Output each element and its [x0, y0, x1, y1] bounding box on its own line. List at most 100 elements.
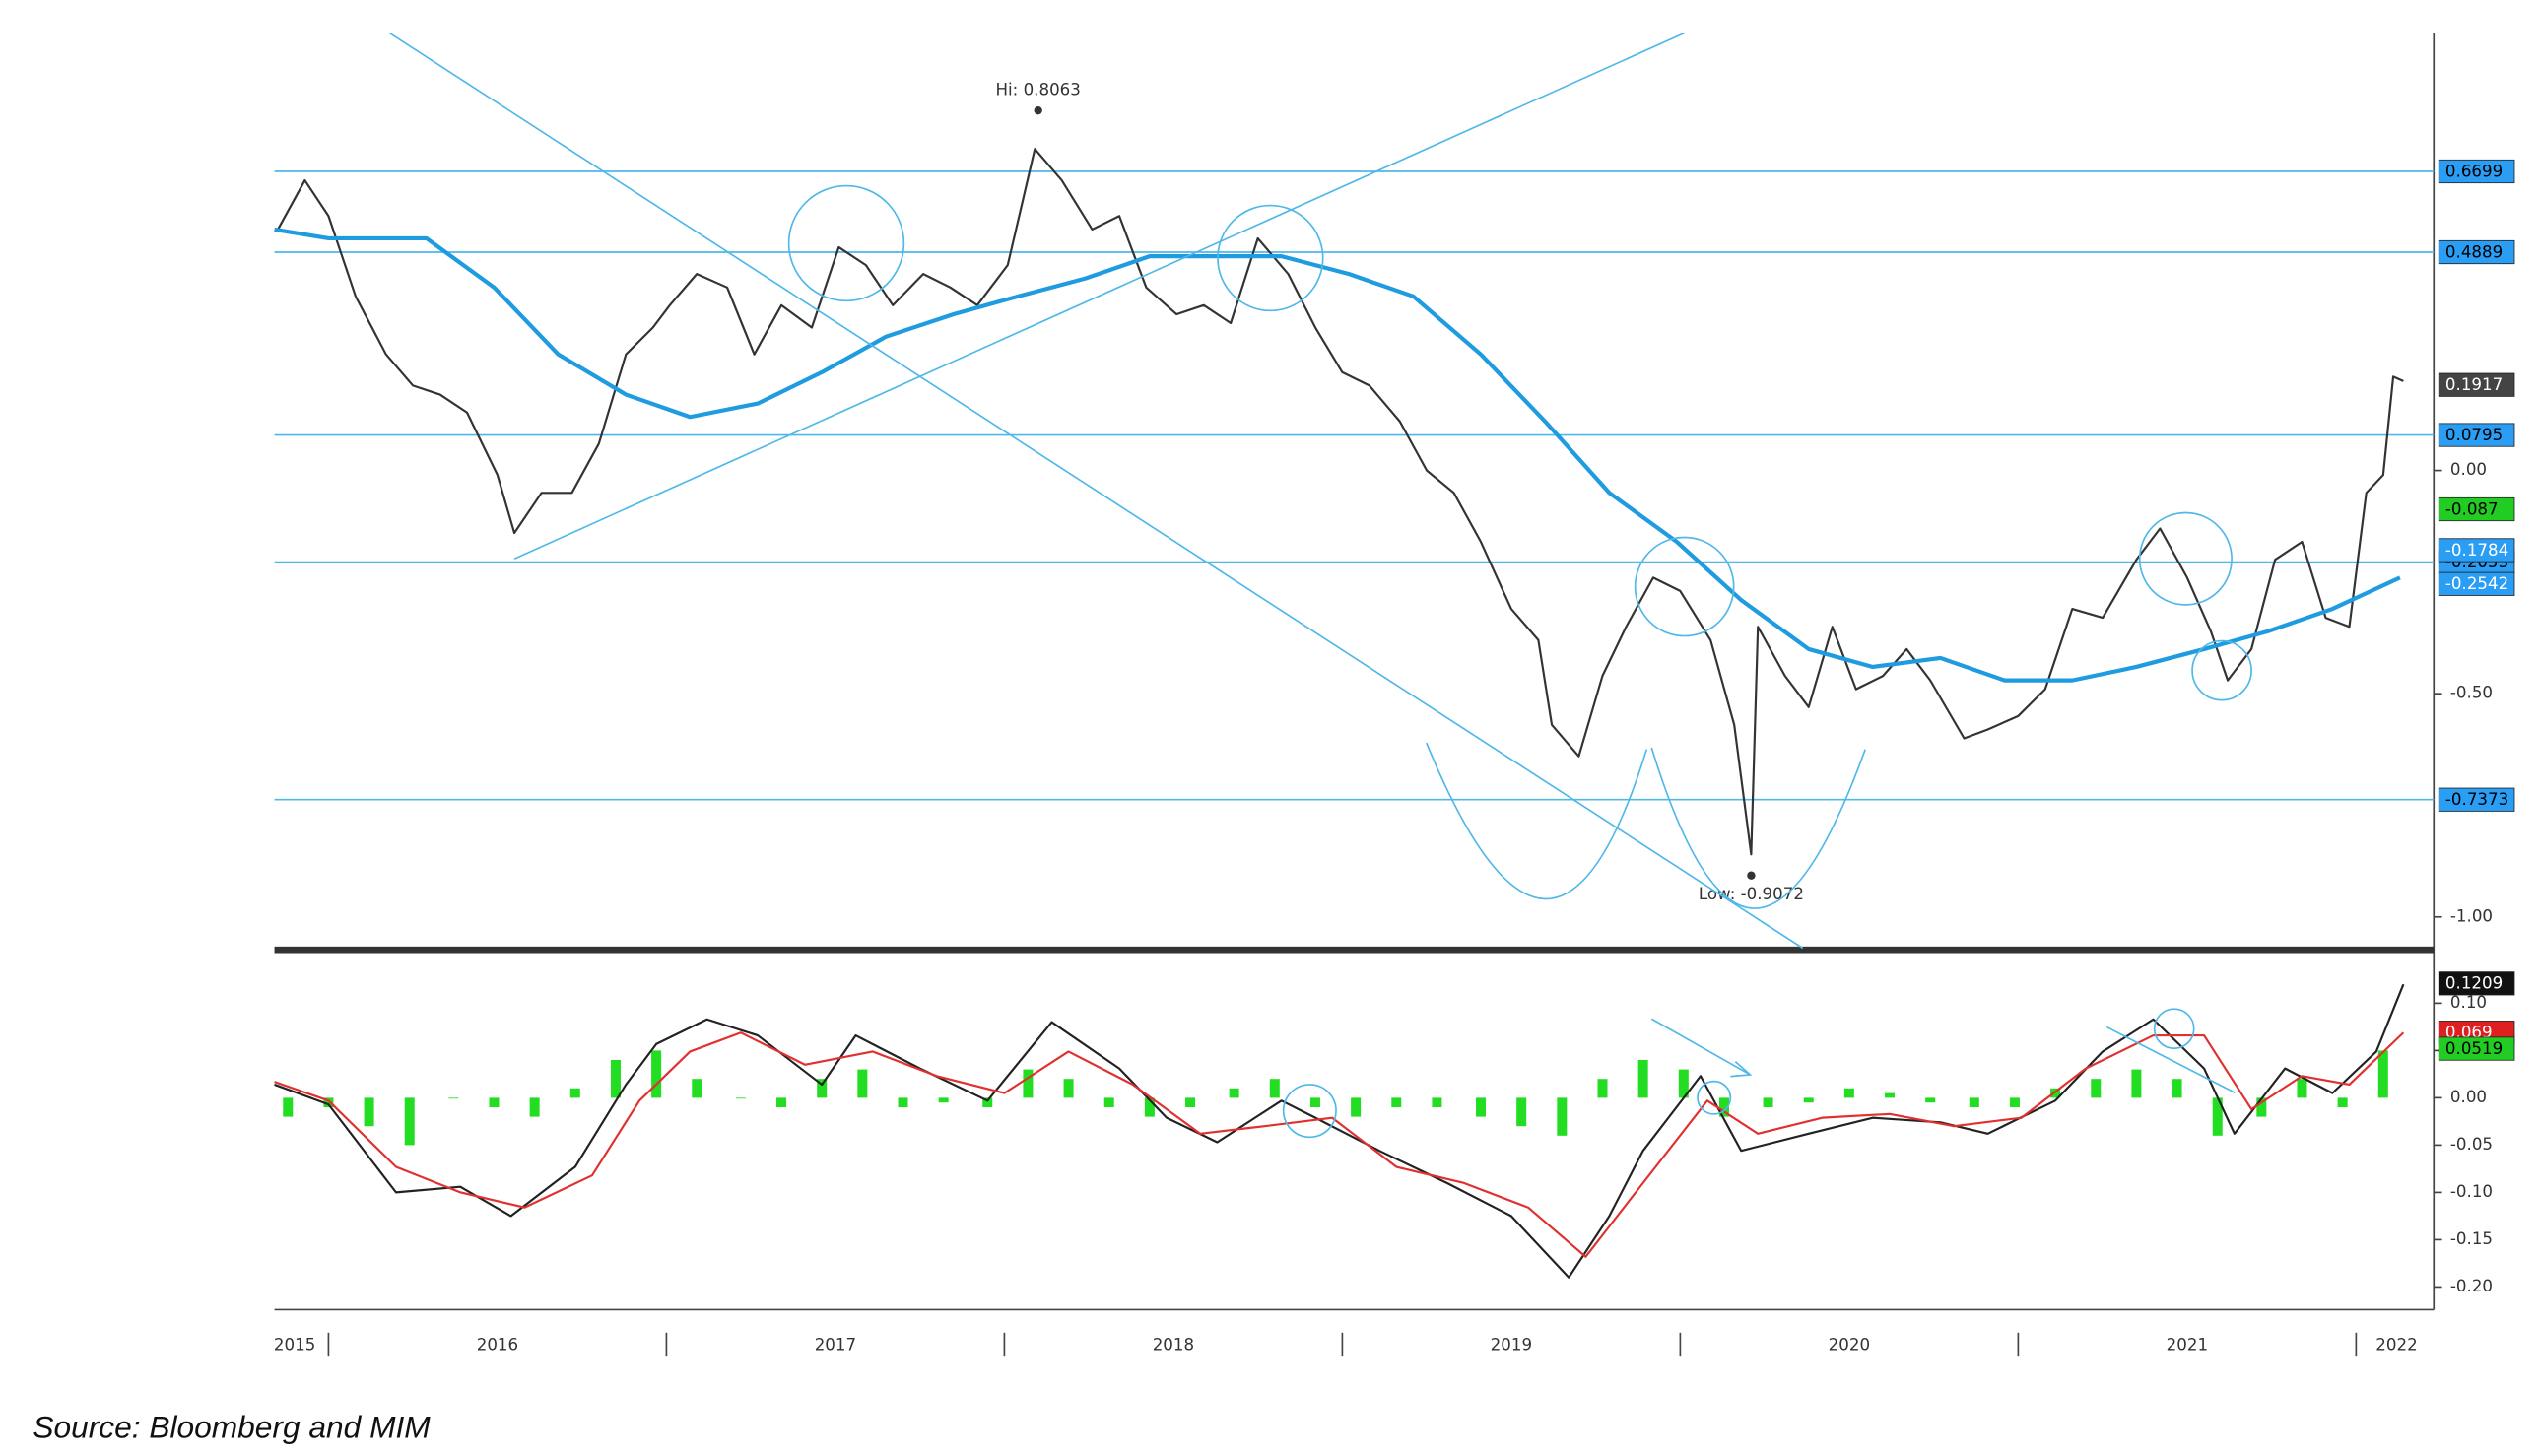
highlight-circle — [787, 184, 905, 302]
y-tick-label: -0.50 — [2450, 684, 2493, 702]
histogram-bar — [1803, 1097, 1814, 1103]
price-tag-label: 0.6699 — [2445, 162, 2503, 180]
histogram-bar — [1637, 1059, 1648, 1098]
x-tick-label: 2020 — [1829, 1336, 1870, 1355]
histogram-bar — [1885, 1092, 1896, 1098]
price-tag — [2438, 787, 2515, 812]
histogram-bar — [1144, 1097, 1155, 1117]
annotation-dot — [1034, 106, 1042, 115]
y-tick-label: 0.00 — [2450, 1088, 2487, 1106]
histogram-bar — [817, 1079, 828, 1098]
highlight-circle — [1634, 536, 1735, 637]
histogram-bar — [1309, 1097, 1320, 1108]
y-tick-label: -1.00 — [2450, 906, 2493, 925]
series-line — [274, 983, 2405, 1279]
y-tick-label: 0.00 — [2450, 460, 2487, 479]
price-tag — [2438, 423, 2515, 447]
price-tag — [2438, 1036, 2515, 1061]
bottom-curve — [1426, 742, 1648, 900]
histogram-bar — [982, 1097, 993, 1108]
price-tag-label: -0.087 — [2445, 499, 2499, 518]
price-tag — [2438, 571, 2515, 596]
series-line — [274, 227, 2401, 683]
histogram-bar — [1925, 1097, 1936, 1103]
y-tick-label: -0.20 — [2450, 1277, 2493, 1295]
histogram-bar — [1063, 1079, 1074, 1098]
price-tag-label: -0.2542 — [2445, 574, 2508, 593]
histogram-bar — [2297, 1079, 2307, 1098]
histogram-bar — [2212, 1097, 2223, 1136]
highlight-circle — [2138, 511, 2233, 606]
price-tag-label: 0.1209 — [2445, 974, 2503, 993]
histogram-bar — [2377, 1050, 2388, 1098]
price-tag — [2438, 239, 2515, 265]
price-tag-label: 0.4889 — [2445, 242, 2503, 261]
histogram-bar — [364, 1097, 374, 1127]
trend-line — [388, 32, 1804, 950]
histogram-bar — [2337, 1097, 2348, 1108]
trend-annotations — [388, 32, 2252, 1139]
histogram-bar — [2091, 1079, 2102, 1098]
histogram-bar — [857, 1069, 868, 1098]
highlight-circle — [2153, 1008, 2195, 1050]
histogram-bar — [1678, 1069, 1689, 1098]
highlight-circle — [1217, 204, 1324, 312]
price-tag — [2438, 159, 2515, 184]
x-tick-label: 2021 — [2167, 1336, 2208, 1355]
price-tag-label: 0.1917 — [2445, 375, 2503, 394]
price-tag-label: -0.7373 — [2445, 790, 2508, 809]
source-note: Source: Bloomberg and MIM — [33, 1410, 431, 1445]
histogram-bar — [2172, 1079, 2182, 1098]
histogram-bar — [1351, 1097, 1362, 1117]
histogram-bar — [1391, 1097, 1402, 1108]
histogram-bar — [1185, 1097, 1196, 1108]
histogram-bar — [610, 1059, 621, 1098]
histogram-bar — [1718, 1097, 1729, 1117]
x-tick-label: 2015 — [274, 1336, 315, 1355]
pane-divider — [274, 946, 2435, 954]
histogram-bar — [529, 1097, 540, 1117]
histogram-bar — [323, 1097, 334, 1108]
y-tick-label: -0.10 — [2450, 1182, 2493, 1201]
histogram-bar — [569, 1088, 580, 1098]
bottom-curve — [1650, 747, 1866, 909]
histogram-bar — [1103, 1097, 1114, 1108]
price-tag-label: 0.0519 — [2445, 1039, 2503, 1058]
histogram-bar — [1969, 1097, 1979, 1108]
price-tag-label: 0.0795 — [2445, 426, 2503, 444]
histogram-bar — [776, 1097, 787, 1108]
histogram-bar — [1597, 1079, 1608, 1098]
x-tick-label: 2017 — [815, 1336, 856, 1355]
histogram-bar — [938, 1097, 949, 1103]
x-tick-label: 2016 — [477, 1336, 518, 1355]
annotation-dot — [1747, 871, 1756, 880]
price-tag — [2438, 496, 2515, 522]
histogram-bar — [1843, 1088, 1854, 1098]
price-tag-label: -0.1784 — [2445, 541, 2508, 560]
y-tick-label: -0.05 — [2450, 1135, 2493, 1154]
x-tick-label: 2022 — [2375, 1336, 2417, 1355]
y-tick-label: -0.15 — [2450, 1229, 2493, 1248]
histogram-bar — [2009, 1097, 2020, 1108]
histogram-bar — [1763, 1097, 1773, 1108]
histogram-bar — [2131, 1069, 2142, 1098]
histogram-bar — [489, 1097, 500, 1108]
histogram-bar — [2256, 1097, 2267, 1117]
highlight-circle — [1697, 1080, 1732, 1115]
histogram-bar — [1476, 1097, 1487, 1117]
histogram-bar — [283, 1097, 294, 1117]
histogram-bar — [651, 1050, 662, 1098]
trend-line — [513, 32, 1686, 560]
arrow — [2105, 1026, 2236, 1094]
highlight-circle — [1282, 1084, 1337, 1139]
histogram-bar — [735, 1097, 746, 1099]
histogram-bar — [1229, 1088, 1239, 1098]
price-tag — [2438, 538, 2515, 563]
series-line — [274, 1031, 2405, 1258]
histogram-bar — [1516, 1097, 1527, 1127]
y-tick-label: 0.10 — [2450, 993, 2487, 1012]
arrow-head — [1730, 1060, 1753, 1078]
histogram-bar — [692, 1079, 702, 1098]
